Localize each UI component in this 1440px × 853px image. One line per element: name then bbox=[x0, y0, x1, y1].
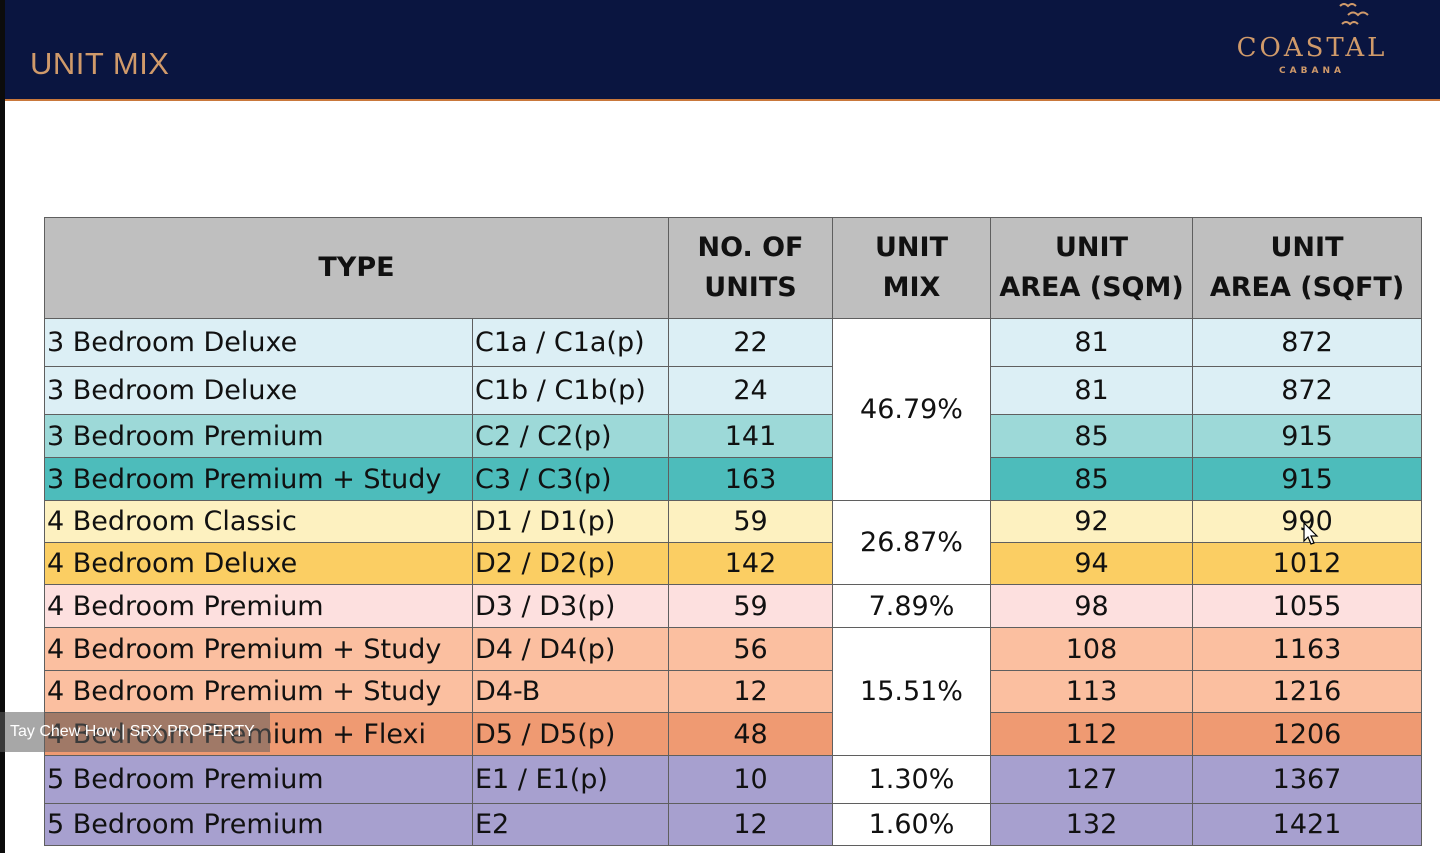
unit-area-sqft: 1421 bbox=[1192, 803, 1422, 846]
unit-area-sqm: 113 bbox=[990, 670, 1193, 713]
header-type: TYPE bbox=[44, 217, 669, 319]
unit-area-sqft: 1012 bbox=[1192, 542, 1422, 585]
unit-area-sqft: 1055 bbox=[1192, 584, 1422, 628]
unit-area-sqm: 81 bbox=[990, 366, 1193, 415]
unit-area-sqm: 127 bbox=[990, 755, 1193, 804]
unit-area-sqm: 132 bbox=[990, 803, 1193, 846]
unit-area-sqm: 85 bbox=[990, 457, 1193, 501]
page-title: UNIT MIX bbox=[30, 46, 170, 81]
unit-code: D4 / D4(p) bbox=[472, 627, 669, 671]
mouse-pointer-icon bbox=[1303, 522, 1319, 545]
table-header-row: TYPE NO. OF UNITS UNIT MIX UNIT AREA (SQM) … bbox=[44, 217, 1422, 319]
unit-count: 56 bbox=[668, 627, 833, 671]
unit-mix-percent: 15.51% bbox=[832, 627, 991, 756]
unit-code: D5 / D5(p) bbox=[472, 712, 669, 756]
brand-logo: COASTAL CABANA bbox=[1217, 0, 1407, 95]
unit-type: 5 Bedroom Premium bbox=[44, 755, 473, 804]
unit-area-sqm: 92 bbox=[990, 500, 1193, 543]
unit-code: D1 / D1(p) bbox=[472, 500, 669, 543]
unit-area-sqm: 112 bbox=[990, 712, 1193, 756]
unit-type: 3 Bedroom Premium bbox=[44, 414, 473, 458]
unit-area-sqft: 915 bbox=[1192, 414, 1422, 458]
header-units: NO. OF UNITS bbox=[668, 217, 833, 319]
header-mix: UNIT MIX bbox=[832, 217, 991, 319]
table-row: 4 Bedroom Premium D3 / D3(p) 59 7.89% 98… bbox=[44, 584, 1422, 628]
unit-area-sqft: 872 bbox=[1192, 366, 1422, 415]
table-row: 3 Bedroom Premium C2 / C2(p) 141 85 915 bbox=[44, 414, 1422, 458]
unit-code: C1b / C1b(p) bbox=[472, 366, 669, 415]
unit-area-sqft: 1206 bbox=[1192, 712, 1422, 756]
unit-type: 4 Bedroom Classic bbox=[44, 500, 473, 543]
unit-code: D2 / D2(p) bbox=[472, 542, 669, 585]
unit-type: 4 Bedroom Deluxe bbox=[44, 542, 473, 585]
unit-type: 4 Bedroom Premium + Study bbox=[44, 670, 473, 713]
unit-count: 142 bbox=[668, 542, 833, 585]
unit-type: 5 Bedroom Premium bbox=[44, 803, 473, 846]
unit-area-sqft: 915 bbox=[1192, 457, 1422, 501]
unit-code: E1 / E1(p) bbox=[472, 755, 669, 804]
unit-code: D3 / D3(p) bbox=[472, 584, 669, 628]
table-row: 3 Bedroom Deluxe C1b / C1b(p) 24 81 872 bbox=[44, 366, 1422, 415]
unit-count: 59 bbox=[668, 584, 833, 628]
unit-count: 12 bbox=[668, 803, 833, 846]
unit-area-sqft: 1216 bbox=[1192, 670, 1422, 713]
unit-code: D4-B bbox=[472, 670, 669, 713]
unit-count: 12 bbox=[668, 670, 833, 713]
watermark-label: Tay Chew How | SRX PROPERTY bbox=[0, 712, 270, 752]
unit-mix-percent: 46.79% bbox=[832, 318, 991, 501]
unit-mix-percent: 1.30% bbox=[832, 755, 991, 804]
unit-count: 10 bbox=[668, 755, 833, 804]
slide-header: UNIT MIX COASTAL CABANA bbox=[5, 0, 1440, 101]
table-row: 4 Bedroom Premium + Study D4 / D4(p) 56 … bbox=[44, 627, 1422, 756]
unit-mix-table: TYPE NO. OF UNITS UNIT MIX UNIT AREA (SQM) … bbox=[44, 217, 1422, 846]
header-area-sqft: UNIT AREA (SQFT) bbox=[1192, 217, 1422, 319]
table-row: 4 Bedroom Premium + Flexi D5 / D5(p) 48 … bbox=[44, 712, 1422, 756]
table-row: 3 Bedroom Deluxe C1a / C1a(p) 22 46.79% … bbox=[44, 318, 1422, 501]
unit-count: 48 bbox=[668, 712, 833, 756]
unit-count: 24 bbox=[668, 366, 833, 415]
unit-count: 163 bbox=[668, 457, 833, 501]
unit-type: 4 Bedroom Premium bbox=[44, 584, 473, 628]
unit-area-sqft: 872 bbox=[1192, 318, 1422, 367]
birds-icon bbox=[1339, 3, 1369, 26]
unit-area-sqm: 94 bbox=[990, 542, 1193, 585]
unit-code: C1a / C1a(p) bbox=[472, 318, 669, 367]
unit-count: 22 bbox=[668, 318, 833, 367]
unit-mix-percent: 26.87% bbox=[832, 500, 991, 585]
table-row: 3 Bedroom Premium + Study C3 / C3(p) 163… bbox=[44, 457, 1422, 501]
unit-area-sqm: 81 bbox=[990, 318, 1193, 367]
table-row: 5 Bedroom Premium E2 12 1.60% 132 1421 bbox=[44, 803, 1422, 846]
unit-type: 3 Bedroom Deluxe bbox=[44, 366, 473, 415]
unit-count: 141 bbox=[668, 414, 833, 458]
brand-subname: CABANA bbox=[1279, 66, 1345, 76]
unit-type: 4 Bedroom Premium + Study bbox=[44, 627, 473, 671]
unit-code: E2 bbox=[472, 803, 669, 846]
unit-mix-percent: 1.60% bbox=[832, 803, 991, 846]
unit-area-sqft: 1367 bbox=[1192, 755, 1422, 804]
unit-area-sqft: 1163 bbox=[1192, 627, 1422, 671]
table-row: 4 Bedroom Deluxe D2 / D2(p) 142 94 1012 bbox=[44, 542, 1422, 585]
unit-count: 59 bbox=[668, 500, 833, 543]
table-row: 4 Bedroom Premium + Study D4-B 12 113 12… bbox=[44, 670, 1422, 713]
unit-type: 3 Bedroom Deluxe bbox=[44, 318, 473, 367]
unit-type: 3 Bedroom Premium + Study bbox=[44, 457, 473, 501]
left-edge-bar bbox=[0, 0, 5, 853]
header-area-sqm: UNIT AREA (SQM) bbox=[990, 217, 1193, 319]
unit-area-sqm: 98 bbox=[990, 584, 1193, 628]
brand-name: COASTAL bbox=[1236, 33, 1388, 63]
unit-code: C3 / C3(p) bbox=[472, 457, 669, 501]
table-row: 4 Bedroom Classic D1 / D1(p) 59 26.87% 9… bbox=[44, 500, 1422, 585]
table-row: 5 Bedroom Premium E1 / E1(p) 10 1.30% 12… bbox=[44, 755, 1422, 804]
unit-code: C2 / C2(p) bbox=[472, 414, 669, 458]
unit-area-sqm: 85 bbox=[990, 414, 1193, 458]
unit-area-sqm: 108 bbox=[990, 627, 1193, 671]
unit-mix-percent: 7.89% bbox=[832, 584, 991, 628]
